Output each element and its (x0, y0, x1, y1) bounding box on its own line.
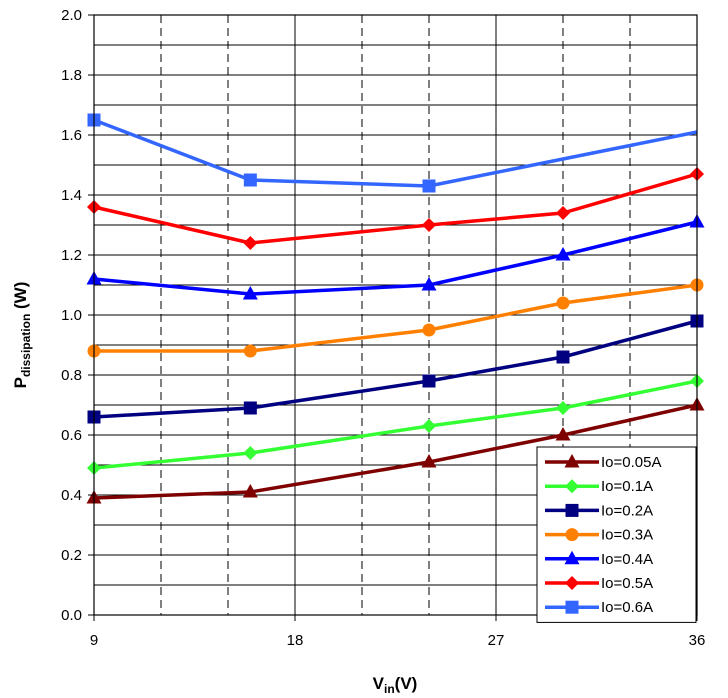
data-point (243, 344, 257, 358)
y-tick-label: 1.0 (61, 307, 82, 324)
legend-label: Io=0.4A (601, 551, 653, 568)
legend-label: Io=0.3A (601, 527, 653, 544)
series-line (93, 220, 698, 296)
data-point (421, 277, 437, 291)
series-line (93, 118, 698, 188)
y-tick-label: 1.4 (61, 187, 82, 204)
x-axis-title: Vin(V) (373, 674, 418, 696)
data-point (243, 236, 258, 250)
data-point (422, 419, 436, 433)
legend-swatch-marker (565, 576, 579, 590)
data-point (422, 179, 436, 193)
series-6 (87, 167, 704, 250)
data-point (421, 454, 437, 468)
data-point (556, 206, 570, 220)
data-point (242, 484, 258, 498)
legend-swatch-marker (564, 454, 580, 468)
series-5 (86, 214, 705, 300)
series-7 (87, 113, 698, 193)
series-2 (87, 374, 704, 475)
x-tick-label: 18 (287, 632, 304, 649)
x-axis-title-suffix: (V) (395, 674, 418, 693)
legend-swatch-marker (564, 550, 580, 565)
y-tick-label: 0.2 (61, 547, 82, 564)
data-point (243, 173, 257, 187)
series-layer (86, 113, 705, 504)
x-axis-title-subscript: in (384, 682, 395, 696)
data-point (555, 247, 571, 261)
legend-swatch-marker (565, 503, 579, 517)
data-point (422, 323, 436, 337)
y-tick-label: 0.0 (61, 607, 82, 624)
legend-swatch-marker (565, 479, 579, 494)
legend-label: Io=0.5A (601, 575, 653, 592)
legend-label: Io=0.1A (601, 478, 653, 495)
x-axis-title-main: V (373, 674, 385, 693)
data-point (422, 218, 436, 232)
data-point (243, 401, 257, 415)
y-tick-label: 1.2 (61, 247, 82, 264)
y-tick-label: 0.4 (61, 487, 82, 504)
y-axis-title-subscript: dissipation (19, 314, 33, 377)
y-tick-label: 1.6 (61, 127, 82, 144)
y-axis-title-main: P (11, 377, 30, 388)
legend-label: Io=0.05A (601, 454, 661, 471)
y-tick-label: 0.6 (61, 427, 82, 444)
data-point (422, 374, 436, 388)
data-point (243, 446, 258, 460)
legend-swatch-marker (565, 528, 579, 542)
data-point (556, 296, 570, 310)
y-axis-title: Pdissipation (W) (11, 282, 33, 389)
legend-label: Io=0.2A (601, 502, 653, 519)
legend: Io=0.05A Io=0.1A Io=0.2A Io=0.3A Io=0.4A Io=0… (536, 446, 697, 623)
y-tick-label: 2.0 (61, 7, 82, 24)
data-point (242, 286, 258, 300)
data-point (556, 401, 570, 415)
legend-swatch-marker (565, 600, 579, 614)
x-tick-label: 9 (90, 632, 98, 649)
series-line (94, 283, 698, 353)
legend-label: Io=0.6A (601, 599, 653, 616)
y-tick-label: 1.8 (61, 67, 82, 84)
series-3 (87, 314, 704, 424)
x-tick-label: 27 (488, 632, 505, 649)
x-tick-label: 36 (689, 632, 706, 649)
data-point (555, 427, 571, 441)
tick-labels: 0.0 0.2 0.4 0.6 0.8 1.0 1.2 1.4 1.6 1.8 2.0 9 18 27 36 (61, 7, 705, 649)
data-point (556, 350, 570, 364)
y-axis-title-suffix: (W) (11, 282, 30, 314)
y-tick-label: 0.8 (61, 367, 82, 384)
series-4 (87, 278, 704, 358)
